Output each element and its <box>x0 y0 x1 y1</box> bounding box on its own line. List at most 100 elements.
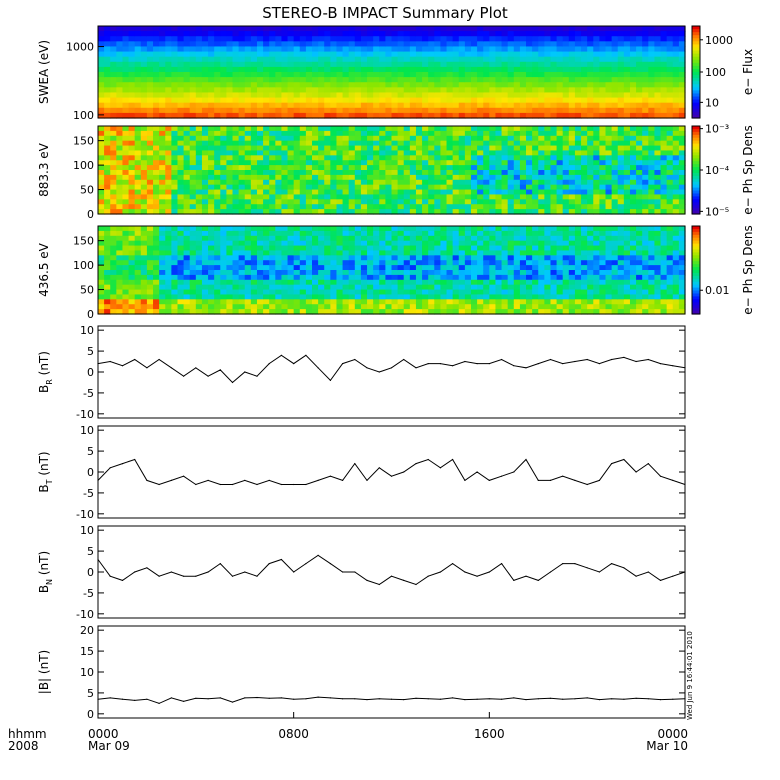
spectrogram-cell <box>428 265 435 271</box>
spectrogram-cell <box>458 230 466 237</box>
spectrogram-cell <box>183 204 191 210</box>
spectrogram-cell <box>214 309 221 315</box>
spectrogram-cell <box>617 204 625 210</box>
spectrogram-cell <box>495 87 503 94</box>
spectrogram-cell <box>128 270 136 276</box>
spectrogram-cell <box>507 265 515 271</box>
spectrogram-cell <box>214 130 221 137</box>
spectrogram-cell <box>165 112 172 119</box>
spectrogram-cell <box>269 204 276 210</box>
spectrogram-cell <box>318 155 325 161</box>
spectrogram-cell <box>385 165 393 171</box>
spectrogram-cell <box>428 150 435 156</box>
spectrogram-cell <box>110 107 117 114</box>
spectrogram-cell <box>526 155 533 161</box>
spectrogram-cell <box>403 250 411 256</box>
spectrogram-cell <box>568 235 576 242</box>
spectrogram-cell <box>299 155 307 161</box>
spectrogram-cell <box>409 174 417 181</box>
spectrogram-cell <box>250 97 258 104</box>
spectrogram-cell <box>409 77 417 83</box>
spectrogram-cell <box>159 107 166 114</box>
spectrogram-cell <box>605 150 613 156</box>
spectrogram-cell <box>507 107 515 114</box>
spectrogram-cell <box>538 56 545 63</box>
spectrogram-cell <box>195 77 203 83</box>
spectrogram-cell <box>134 204 142 210</box>
spectrogram-cell <box>623 107 631 114</box>
spectrogram-cell <box>660 26 668 32</box>
spectrogram-cell <box>110 235 117 242</box>
spectrogram-cell <box>581 26 588 32</box>
spectrogram-cell <box>177 126 185 132</box>
spectrogram-cell <box>177 179 185 186</box>
spectrogram-cell <box>379 260 386 266</box>
spectrogram-cell <box>446 36 454 42</box>
spectrogram-cell <box>336 82 344 88</box>
spectrogram-cell <box>287 189 295 196</box>
spectrogram-cell <box>568 77 576 83</box>
colorbar-cell <box>692 205 700 209</box>
spectrogram-cell <box>574 46 582 53</box>
spectrogram-cell <box>489 140 497 147</box>
spectrogram-cell <box>299 265 307 271</box>
spectrogram-cell <box>672 92 680 99</box>
spectrogram-cell <box>244 155 252 161</box>
spectrogram-cell <box>208 51 215 58</box>
spectrogram-cell <box>568 112 576 119</box>
spectrogram-cell <box>134 150 142 156</box>
spectrogram-cell <box>617 46 625 53</box>
spectrogram-cell <box>177 209 185 215</box>
spectrogram-cell <box>159 194 166 200</box>
colorbar-tick-label: 10⁻³ <box>705 123 729 136</box>
spectrogram-cell <box>354 170 362 176</box>
colorbar-cell <box>692 140 700 145</box>
spectrogram-cell <box>403 274 411 281</box>
spectrogram-cell <box>324 36 331 42</box>
spectrogram-cell <box>165 274 172 281</box>
spectrogram-cell <box>214 56 221 63</box>
spectrogram-cell <box>538 165 545 171</box>
spectrogram-cell <box>446 179 454 186</box>
spectrogram-cell <box>171 284 179 291</box>
spectrogram-cell <box>629 51 637 58</box>
spectrogram-cell <box>495 245 503 252</box>
spectrogram-cell <box>391 87 399 94</box>
spectrogram-cell <box>550 61 558 68</box>
spectrogram-cell <box>275 204 283 210</box>
spectrogram-cell <box>342 160 350 166</box>
spectrogram-cell <box>342 179 350 186</box>
spectrogram-cell <box>110 135 117 142</box>
spectrogram-cell <box>403 102 411 109</box>
spectrogram-cell <box>379 155 386 161</box>
spectrogram-cell <box>642 87 649 94</box>
spectrogram-cell <box>501 92 509 99</box>
spectrogram-cell <box>165 135 172 142</box>
spectrogram-cell <box>299 179 307 186</box>
spectrogram-cell <box>391 46 399 53</box>
spectrogram-cell <box>165 189 172 196</box>
spectrogram-cell <box>470 289 478 296</box>
spectrogram-cell <box>519 31 527 37</box>
spectrogram-cell <box>642 199 649 205</box>
spectrogram-cell <box>446 309 454 315</box>
spectrogram-cell <box>470 179 478 186</box>
spectrogram-cell <box>220 304 227 310</box>
spectrogram-cell <box>513 250 521 256</box>
spectrogram-cell <box>544 184 552 191</box>
spectrogram-cell <box>324 51 331 58</box>
spectrogram-cell <box>403 209 411 215</box>
spectrogram-cell <box>648 145 656 152</box>
spectrogram-cell <box>177 274 185 281</box>
spectrogram-cell <box>287 155 295 161</box>
spectrogram-cell <box>593 36 600 42</box>
spectrogram-cell <box>128 87 136 94</box>
spectrogram-cell <box>611 150 619 156</box>
spectrogram-cell <box>116 199 124 205</box>
spectrogram-cell <box>116 230 124 237</box>
spectrogram-cell <box>446 82 454 88</box>
spectrogram-cell <box>415 309 423 315</box>
spectrogram-cell <box>177 270 185 276</box>
spectrogram-cell <box>385 77 393 83</box>
spectrogram-cell <box>165 97 172 104</box>
